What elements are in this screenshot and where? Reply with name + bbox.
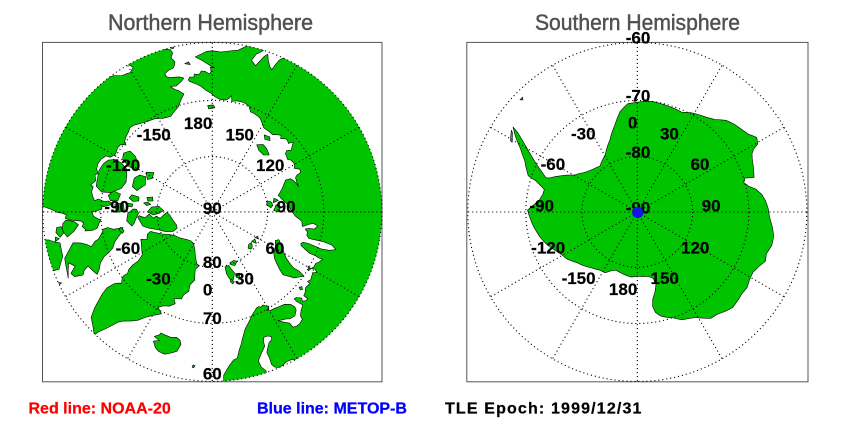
svg-text:0: 0 — [203, 281, 212, 300]
svg-text:90: 90 — [702, 197, 721, 216]
svg-text:60: 60 — [265, 239, 284, 258]
svg-text:-90: -90 — [529, 197, 554, 216]
svg-text:90: 90 — [203, 199, 222, 218]
svg-text:-120: -120 — [531, 238, 565, 257]
svg-text:180: 180 — [184, 114, 212, 133]
svg-text:-150: -150 — [562, 269, 596, 288]
svg-text:-60: -60 — [116, 239, 141, 258]
svg-text:180: 180 — [609, 280, 637, 299]
svg-text:120: 120 — [256, 156, 284, 175]
svg-text:-120: -120 — [106, 156, 140, 175]
svg-text:80: 80 — [203, 253, 222, 272]
svg-text:-150: -150 — [137, 125, 171, 144]
svg-text:-60: -60 — [541, 155, 566, 174]
svg-text:-60: -60 — [626, 29, 651, 48]
svg-text:Red line: NOAA-20: Red line: NOAA-20 — [29, 401, 171, 418]
svg-text:-90: -90 — [104, 197, 129, 216]
svg-text:-70: -70 — [626, 87, 651, 106]
svg-text:Blue line: METOP-B: Blue line: METOP-B — [257, 401, 407, 418]
svg-text:30: 30 — [660, 125, 679, 144]
svg-text:60: 60 — [203, 364, 222, 383]
svg-text:-30: -30 — [146, 270, 171, 289]
svg-text:120: 120 — [681, 238, 709, 257]
svg-text:0: 0 — [628, 113, 637, 132]
svg-text:-30: -30 — [571, 125, 596, 144]
svg-text:70: 70 — [203, 309, 222, 328]
svg-text:90: 90 — [277, 197, 296, 216]
svg-text:30: 30 — [235, 270, 254, 289]
svg-text:60: 60 — [690, 155, 709, 174]
svg-text:TLE Epoch: 1999/12/31: TLE Epoch: 1999/12/31 — [445, 401, 643, 418]
svg-text:Northern Hemisphere: Northern Hemisphere — [108, 10, 313, 35]
svg-text:150: 150 — [651, 269, 679, 288]
svg-text:-80: -80 — [626, 143, 651, 162]
svg-text:Southern Hemisphere: Southern Hemisphere — [535, 10, 740, 35]
svg-text:150: 150 — [226, 125, 254, 144]
